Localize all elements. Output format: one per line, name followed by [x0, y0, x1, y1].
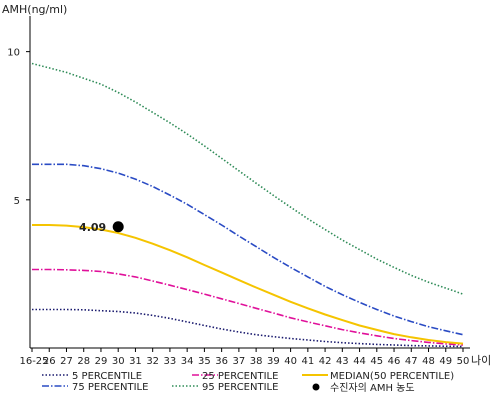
- x-tick-label: 34: [181, 356, 194, 367]
- legend-label: MEDIAN(50 PERCENTILE): [330, 371, 454, 382]
- patient-value-label: 4.09: [79, 221, 106, 234]
- x-tick-label: 45: [370, 356, 383, 367]
- legend-patient-swatch: [312, 383, 320, 391]
- x-axis-title: 나이: [471, 354, 491, 367]
- y-tick-label: 10: [7, 48, 20, 59]
- x-tick-label: 35: [198, 356, 211, 367]
- legend-label: 25 PERCENTILE: [202, 371, 278, 382]
- legend-label: 75 PERCENTILE: [72, 382, 148, 393]
- x-tick-label: 39: [267, 356, 280, 367]
- legend-label: 95 PERCENTILE: [202, 382, 278, 393]
- legend-patient-label: 수진자의 AMH 농도: [330, 382, 415, 394]
- x-tick-label: 40: [284, 356, 297, 367]
- x-tick-label: 50: [457, 356, 470, 367]
- x-tick-label: 26: [43, 356, 56, 367]
- x-tick-label: 36: [215, 356, 228, 367]
- x-tick-label: 44: [353, 356, 366, 367]
- x-tick-label: 32: [146, 356, 159, 367]
- series-line: [32, 224, 464, 345]
- y-axis-title: AMH(ng/ml): [2, 3, 67, 16]
- x-tick-label: 37: [233, 356, 246, 367]
- patient-marker: [112, 221, 124, 233]
- patient-marker-group: 4.09: [79, 221, 124, 234]
- legend-label: 5 PERCENTILE: [72, 371, 142, 382]
- x-tick-label: 49: [439, 356, 452, 367]
- series-line: [32, 268, 464, 346]
- x-tick-label: 27: [60, 356, 73, 367]
- y-tick-label: 5: [14, 196, 20, 207]
- series-line: [32, 163, 464, 336]
- x-tick-label: 33: [164, 356, 177, 367]
- series-lines: [31, 62, 464, 348]
- x-tick-label: 46: [388, 356, 401, 367]
- x-tick-label: 42: [319, 356, 332, 367]
- x-tick-label: 30: [112, 356, 125, 367]
- y-ticks: 10 5: [7, 48, 30, 207]
- x-tick-label: 48: [422, 356, 435, 367]
- x-tick-label: 29: [95, 356, 108, 367]
- x-tick-label: 38: [250, 356, 263, 367]
- x-tick-label: 43: [336, 356, 349, 367]
- x-tick-label: 47: [405, 356, 418, 367]
- x-tick-label: 28: [77, 356, 90, 367]
- series-line: [31, 62, 464, 295]
- x-tick-label: 31: [129, 356, 142, 367]
- legend: 5 PERCENTILE 25 PERCENTILE MEDIAN(50 PERCE…: [42, 371, 454, 394]
- x-tick-label: 41: [301, 356, 314, 367]
- series-line: [32, 308, 464, 348]
- x-tick-label: 16-25: [19, 356, 48, 367]
